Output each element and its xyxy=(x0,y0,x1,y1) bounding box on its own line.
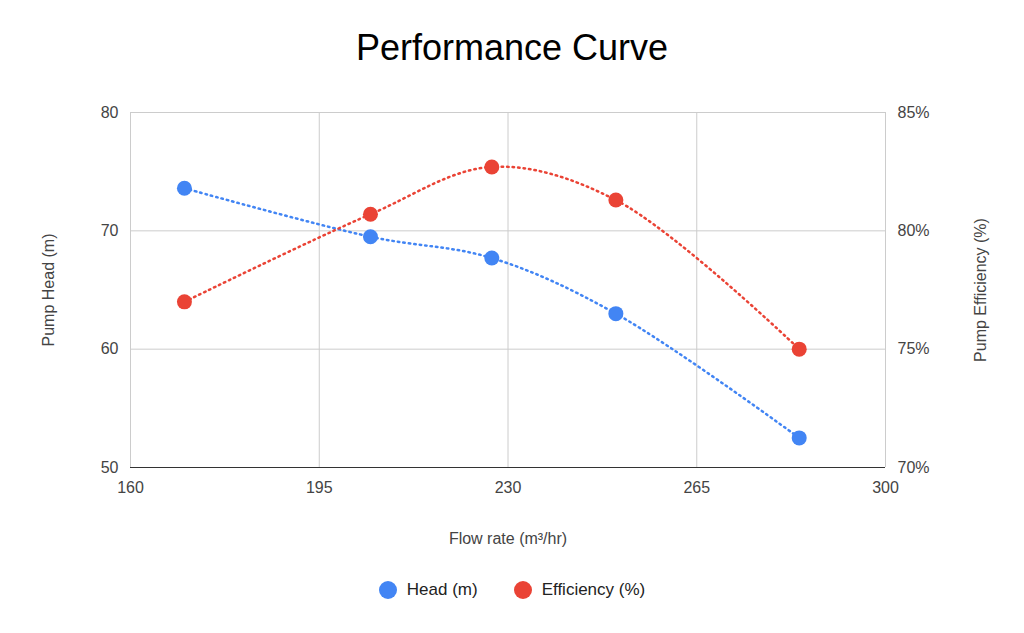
svg-text:80%: 80% xyxy=(898,222,930,239)
svg-text:70%: 70% xyxy=(898,459,930,476)
svg-text:Pump Head (m): Pump Head (m) xyxy=(40,234,57,347)
svg-text:265: 265 xyxy=(683,479,710,496)
svg-text:Pump Efficiency (%): Pump Efficiency (%) xyxy=(972,218,989,362)
svg-text:50: 50 xyxy=(101,459,119,476)
svg-text:230: 230 xyxy=(495,479,522,496)
svg-text:85%: 85% xyxy=(898,104,930,121)
html-text:Performance Curve: Performance Curve xyxy=(355,27,669,68)
html-text:Efficiency (%): Efficiency (%) xyxy=(541,580,646,599)
svg-text:195: 195 xyxy=(306,479,333,496)
svg-text:300: 300 xyxy=(872,479,899,496)
svg-text:60: 60 xyxy=(101,340,119,357)
html-text:Head (m): Head (m) xyxy=(406,580,478,599)
svg-text:75%: 75% xyxy=(898,340,930,357)
svg-text:70: 70 xyxy=(101,222,119,239)
svg-text:80: 80 xyxy=(101,104,119,121)
svg-text:160: 160 xyxy=(117,479,144,496)
svg-text:Flow rate (m³/hr): Flow rate (m³/hr) xyxy=(449,530,567,547)
